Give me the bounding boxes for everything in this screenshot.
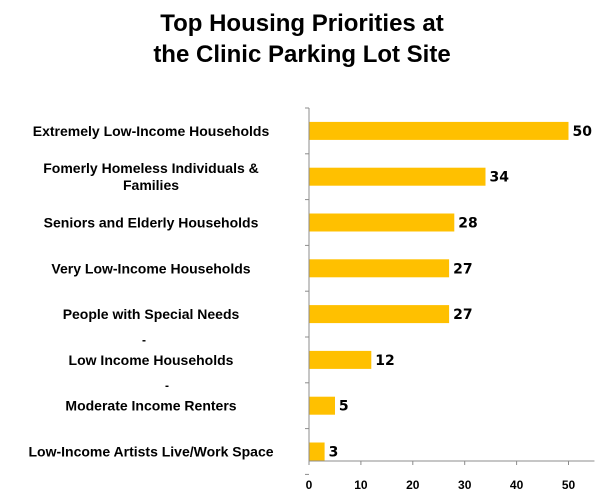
x-tick-label: 40 [510,478,524,492]
chart-title-line: Top Housing Priorities at [160,10,444,37]
x-axis: 0 10 20 30 40 50 [305,107,595,492]
chart-title-line: the Clinic Parking Lot Site [153,41,450,68]
bar-value-label: 27 [453,307,472,323]
x-tick-label: 30 [458,478,472,492]
x-tick-label: 50 [562,478,576,492]
bar [309,121,569,140]
bar [309,305,450,324]
value-labels: 50 34 28 27 27 12 5 3 [329,124,593,461]
bar-value-label: 50 [573,124,593,140]
bar [309,259,450,278]
category-marker: - [142,333,146,347]
bar-value-label: 27 [453,261,472,277]
category-labels: Extremely Low-Income Households Fomerly H… [28,123,273,460]
x-tick-label: 10 [354,478,368,492]
category-label: Moderate Income Renters [65,398,236,414]
category-label: Low Income Households [69,352,234,368]
bar [309,213,455,232]
category-label: Extremely Low-Income Households [33,123,270,139]
bar-value-label: 28 [458,216,477,232]
category-label: Seniors and Elderly Households [44,215,259,231]
category-label: Low-Income Artists Live/Work Space [28,444,273,460]
category-marker: - [165,379,169,393]
bar [309,396,335,415]
category-label: Fomerly Homeless Individuals & [43,160,259,176]
bar-value-label: 3 [329,445,339,461]
chart-title: Top Housing Priorities at the Clinic Park… [153,10,450,68]
bar [309,167,486,186]
category-label: Families [123,177,179,193]
bar-value-label: 5 [339,399,349,415]
bar-value-label: 34 [490,170,510,186]
bar [309,350,372,369]
bar [309,442,325,461]
category-label: People with Special Needs [63,306,240,322]
bars [309,121,569,461]
category-label: Very Low-Income Households [51,260,250,276]
bar-value-label: 12 [375,353,394,369]
x-tick-label: 20 [406,478,420,492]
x-tick-label: 0 [306,478,313,492]
